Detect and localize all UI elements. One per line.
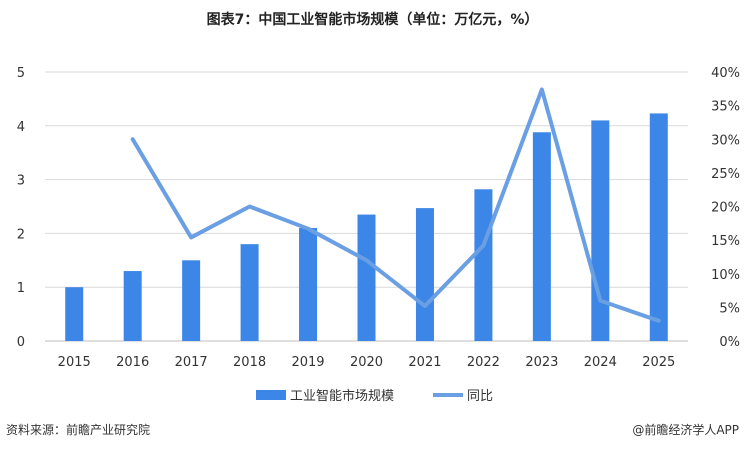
bar: [357, 214, 376, 341]
legend-item-bar: 工业智能市场规模: [256, 385, 394, 404]
x-tick-label: 2025: [642, 355, 675, 370]
bar: [532, 132, 551, 341]
bar: [474, 189, 493, 341]
legend-bar-swatch: [256, 389, 286, 400]
brand-note: @前瞻经济学人APP: [632, 423, 739, 437]
legend-line-swatch: [433, 392, 463, 397]
x-tick-label: 2021: [408, 355, 441, 370]
y-right-tick-label: 30%: [711, 133, 740, 148]
x-tick-label: 2017: [175, 355, 208, 370]
y-right-tick-label: 15%: [711, 234, 740, 249]
y-right-tick-label: 20%: [711, 201, 740, 216]
y-right-tick-label: 35%: [711, 100, 740, 115]
y-left-tick-label: 0: [17, 335, 25, 350]
chart-svg: 0 1 2 3 4 5 0% 5% 10% 15% 20% 25% 30% 35% 40% 2015 2016 2…: [17, 66, 740, 370]
bar: [182, 260, 201, 341]
y-right-tick-label: 10%: [711, 268, 740, 283]
y-left-tick-label: 5: [17, 66, 25, 81]
legend-bar-label: 工业智能市场规模: [290, 389, 395, 404]
x-tick-label: 2022: [467, 355, 500, 370]
bar: [299, 228, 318, 341]
chart-title: 图表7：中国工业智能市场规模（单位：万亿元，%）: [206, 12, 539, 28]
bar: [123, 271, 142, 341]
y-right-tick-label: 40%: [711, 66, 740, 81]
x-tick-label: 2024: [584, 355, 617, 370]
y-right-tick-label: 0%: [719, 335, 740, 350]
legend-item-line: 同比: [433, 385, 493, 404]
y-left-tick-label: 4: [17, 120, 25, 135]
bar: [65, 287, 84, 341]
y-left-tick-label: 1: [17, 281, 25, 296]
bar: [649, 113, 668, 342]
x-tick-label: 2015: [58, 355, 91, 370]
x-tick-label: 2020: [350, 355, 383, 370]
series-line: [130, 87, 661, 323]
bar: [415, 208, 434, 341]
y-left-tick-label: 2: [17, 227, 25, 242]
legend-line-label: 同比: [467, 389, 494, 404]
x-tick-label: 2019: [291, 355, 324, 370]
legend: 工业智能市场规模 同比: [0, 385, 745, 407]
y-right-tick-label: 25%: [711, 167, 740, 182]
x-tick-label: 2023: [525, 355, 558, 370]
bar: [591, 120, 610, 341]
source-note: 资料来源：前瞻产业研究院: [6, 423, 151, 437]
y-left-tick-label: 3: [17, 174, 25, 189]
x-tick-label: 2018: [233, 355, 266, 370]
x-tick-label: 2016: [116, 355, 149, 370]
bar: [240, 244, 259, 341]
y-right-tick-label: 5%: [719, 301, 740, 316]
